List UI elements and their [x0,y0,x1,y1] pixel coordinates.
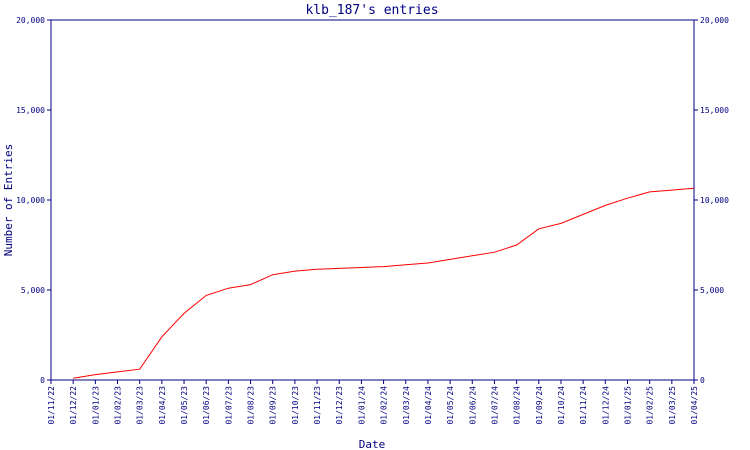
x-tick-label: 01/03/25 [668,386,677,425]
x-tick-label: 01/02/25 [646,386,655,425]
x-tick-label: 01/02/23 [114,386,123,425]
y-ticks-left: 0 5,000 10,000 15,000 20,000 [16,16,51,385]
x-tick-label: 01/05/23 [180,386,189,425]
x-axis-label: Date [359,438,386,450]
y-tick-label-left: 10,000 [16,196,45,205]
x-tick-label: 01/08/24 [513,386,522,425]
y-tick-label-left: 5,000 [21,286,45,295]
x-tick-label: 01/10/23 [291,386,300,425]
x-tick-label: 01/04/25 [690,386,699,425]
y-tick-label-right: 15,000 [700,106,729,115]
y-axis-label: Number of Entries [2,144,15,257]
x-tick-label: 01/02/24 [380,386,389,425]
x-tick-label: 01/12/23 [335,386,344,425]
x-tick-label: 01/11/24 [579,386,588,425]
series-line [73,187,695,379]
y-tick-label-left: 20,000 [16,16,45,25]
y-tick-label-right: 5,000 [700,286,724,295]
plot-frame [50,19,695,381]
chart-title: klb_187's entries [305,3,438,18]
x-tick-label: 01/11/22 [47,386,56,425]
x-tick-label: 01/08/23 [247,386,256,425]
x-tick-label: 01/09/24 [535,386,544,425]
y-tick-label-left: 15,000 [16,106,45,115]
x-tick-label: 01/09/23 [269,386,278,425]
x-tick-label: 01/05/24 [446,386,455,425]
x-tick-label: 01/03/24 [402,386,411,425]
series-group [73,187,695,379]
y-tick-label-right: 20,000 [700,16,729,25]
x-tick-label: 01/07/23 [224,386,233,425]
x-tick-label: 01/06/24 [468,386,477,425]
x-tick-label: 01/03/23 [136,386,145,425]
x-tick-label: 01/12/24 [601,386,610,425]
x-tick-label: 01/01/24 [357,386,366,425]
x-tick-label: 01/06/23 [202,386,211,425]
y-ticks-right: 0 5,000 10,000 15,000 20,000 [694,16,729,385]
y-tick-label-right: 10,000 [700,196,729,205]
y-tick-label-right: 0 [700,376,705,385]
x-ticks: 01/11/22 01/12/22 01/01/23 01/02/23 01/03/23… [47,380,699,425]
x-tick-label: 01/12/22 [69,386,78,425]
x-tick-label: 01/07/24 [490,386,499,425]
axes [50,19,695,381]
x-tick-label: 01/10/24 [557,386,566,425]
x-tick-label: 01/04/23 [158,386,167,425]
x-tick-label: 01/11/23 [313,386,322,425]
x-tick-label: 01/04/24 [424,386,433,425]
y-tick-label-left: 0 [40,376,45,385]
x-tick-label: 01/01/25 [623,386,632,425]
x-tick-label: 01/01/23 [91,386,100,425]
